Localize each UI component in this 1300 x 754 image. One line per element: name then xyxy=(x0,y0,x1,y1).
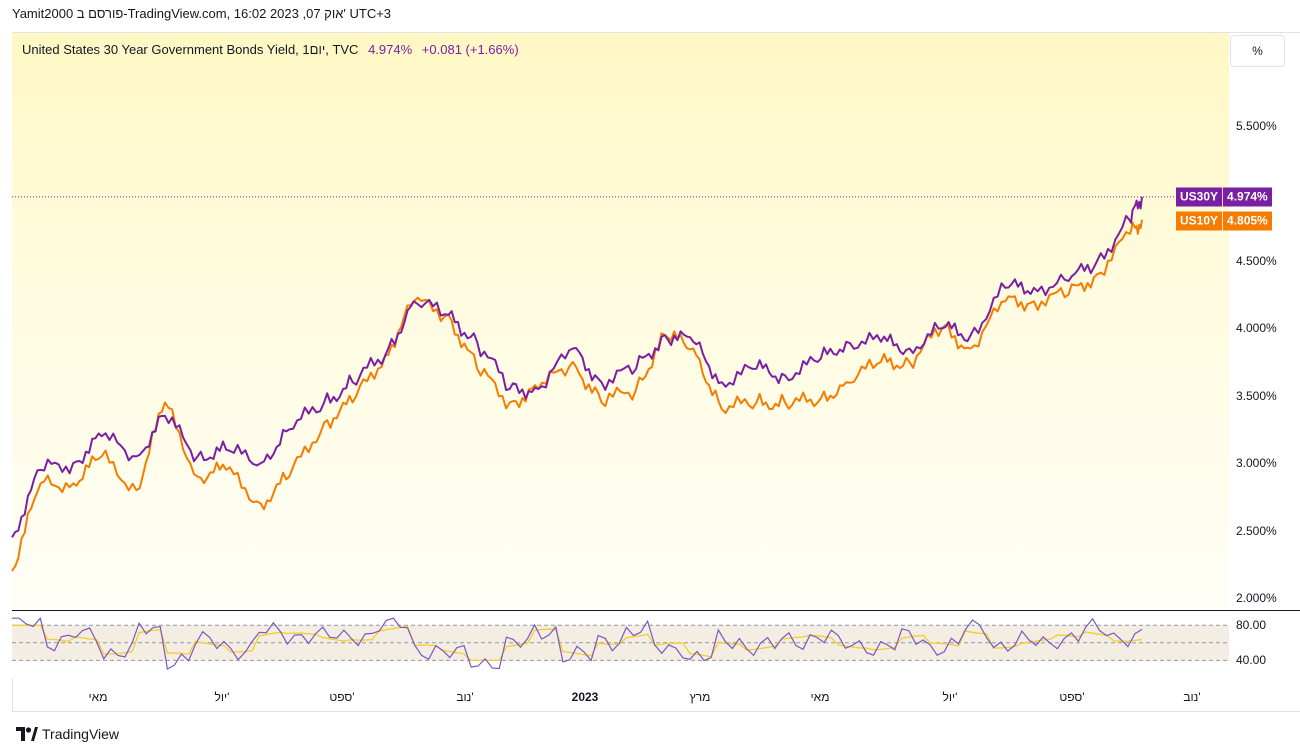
rsi-tick-label: 40.00 xyxy=(1236,653,1267,668)
tradingview-logo-icon xyxy=(16,727,38,741)
time-tick-label: ספט' xyxy=(329,690,355,704)
publish-info: Yamit2000 פורסם ב-TradingView.com, 16:02… xyxy=(12,6,392,21)
time-tick-label: מאי xyxy=(810,690,830,704)
time-tick-label: יול' xyxy=(214,690,230,704)
time-tick-label: מאי xyxy=(88,690,108,704)
us10y-tag-symbol: US10Y xyxy=(1176,211,1224,231)
us30y-price-tag: US30Y 4.974% xyxy=(1176,187,1272,207)
percent-scale-button[interactable]: % xyxy=(1230,35,1285,67)
price-tick-label: 4.000% xyxy=(1236,321,1277,336)
legend-symbol-name: United States 30 Year Government Bonds Y… xyxy=(22,42,359,57)
price-tick-label: 5.500% xyxy=(1236,119,1277,133)
time-tick-label: נוב' xyxy=(1183,690,1201,704)
us10y-tag-value: 4.805% xyxy=(1227,213,1268,228)
time-tick-label: נוב' xyxy=(456,690,474,704)
us30y-tag-value: 4.974% xyxy=(1227,189,1268,204)
time-tick-label: ספט' xyxy=(1059,690,1085,704)
series-legend[interactable]: United States 30 Year Government Bonds Y… xyxy=(22,42,519,57)
rsi-tick-label: 80.00 xyxy=(1236,618,1267,633)
tradingview-logo[interactable]: TradingView xyxy=(16,726,119,742)
us30y-tag-symbol: US30Y xyxy=(1176,187,1224,207)
price-tick-label: 3.500% xyxy=(1236,388,1277,403)
pane-separator[interactable] xyxy=(12,610,1300,611)
price-tick-label: 2.000% xyxy=(1236,591,1277,605)
brand-label: TradingView xyxy=(42,726,120,742)
series-line-us30y xyxy=(11,196,1143,538)
legend-change: +0.081 (+1.66%) xyxy=(421,42,519,57)
price-tick-label: 4.500% xyxy=(1236,253,1277,268)
time-tick-label: מרץ xyxy=(689,690,711,704)
time-tick-label: יול' xyxy=(942,690,958,704)
series-line-us10y xyxy=(11,219,1143,572)
rsi-line xyxy=(12,616,1143,670)
rsi-ma-line xyxy=(12,624,1143,662)
time-tick-label: 2023 xyxy=(571,690,599,704)
price-tick-label: 3.000% xyxy=(1236,456,1277,471)
us10y-price-tag: US10Y 4.805% xyxy=(1176,211,1272,231)
legend-value: 4.974% xyxy=(368,42,413,57)
price-pane[interactable] xyxy=(12,33,1229,610)
price-tick-label: 2.500% xyxy=(1236,523,1277,538)
